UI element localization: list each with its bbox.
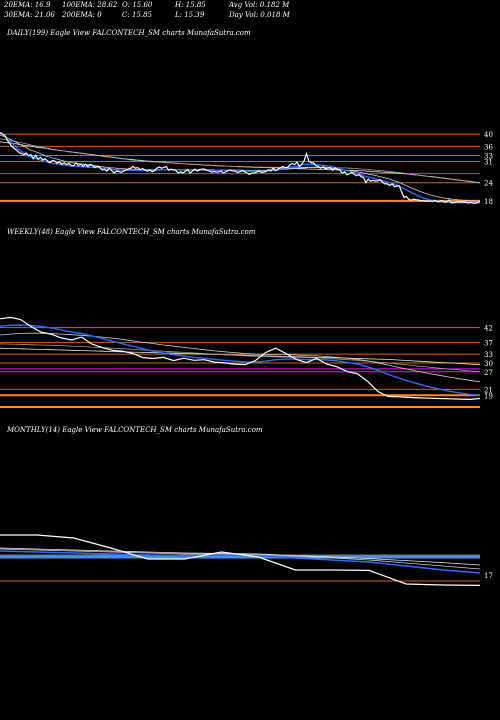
stat-avg-vol: Avg Vol: 0.182 M (229, 1, 290, 9)
ema-fast-line (0, 132, 480, 204)
daily-panel-title: DAILY(199) Eagle View FALCONTECH_SM char… (7, 29, 251, 37)
axis-label-0: 42 (484, 325, 493, 333)
stat-open: O: 15.60 (122, 1, 153, 9)
axis-label-0: 17 (484, 572, 493, 580)
axis-label-0: 40 (484, 131, 493, 139)
ema-long-line (0, 343, 481, 373)
price-line (0, 132, 481, 204)
axis-label-4: 24 (484, 180, 493, 188)
axis-label-1: 37 (484, 339, 493, 347)
stat-20ema: 20EMA: 16.9 (4, 1, 51, 9)
axis-label-3: 30 (484, 360, 493, 368)
ema-fast-line (0, 550, 481, 574)
monthly-panel-title: MONTHLY(14) Eagle View FALCONTECH_SM cha… (7, 426, 263, 434)
ema-fast-line (0, 324, 481, 397)
ema-white-line (0, 547, 481, 566)
price-line (0, 316, 481, 401)
ema-slow-line (0, 134, 481, 202)
stat-100ema: 100EMA: 28.62 (62, 1, 118, 9)
ema-white-line (0, 347, 481, 366)
stat-200ema: 200EMA: 0 (62, 11, 102, 19)
axis-label-3: 31 (484, 159, 493, 167)
axis-label-2: 33 (484, 152, 493, 160)
price-line (0, 534, 481, 586)
stat-day-vol: Day Vol: 0.018 M (229, 11, 290, 19)
stat-30ema: 30EMA: 21.06 (4, 11, 55, 19)
axis-label-4: 27 (484, 369, 493, 377)
stat-close: C: 15.85 (122, 11, 152, 19)
axis-label-2: 33 (484, 351, 493, 359)
axis-label-5: 21 (484, 386, 493, 394)
weekly-panel-title: WEEKLY(48) Eagle View FALCONTECH_SM char… (7, 228, 256, 236)
monthly-chart: 17 (0, 534, 493, 586)
ema-slow-line (0, 332, 481, 383)
stat-high: H: 15.85 (175, 1, 206, 9)
axis-label-5: 18 (484, 198, 493, 206)
stat-low: L: 15.39 (175, 11, 205, 19)
ema-white-line (0, 141, 481, 184)
axis-label-1: 36 (484, 143, 493, 151)
ema-long-line (0, 138, 481, 184)
axis-label-6: 19 (484, 392, 493, 400)
stats-header: 20EMA: 16.9 100EMA: 28.62 O: 15.60 H: 15… (0, 0, 500, 20)
